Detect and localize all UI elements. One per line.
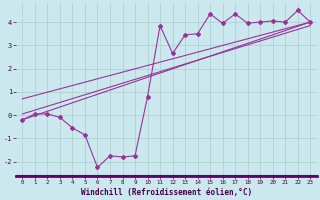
- X-axis label: Windchill (Refroidissement éolien,°C): Windchill (Refroidissement éolien,°C): [81, 188, 252, 197]
